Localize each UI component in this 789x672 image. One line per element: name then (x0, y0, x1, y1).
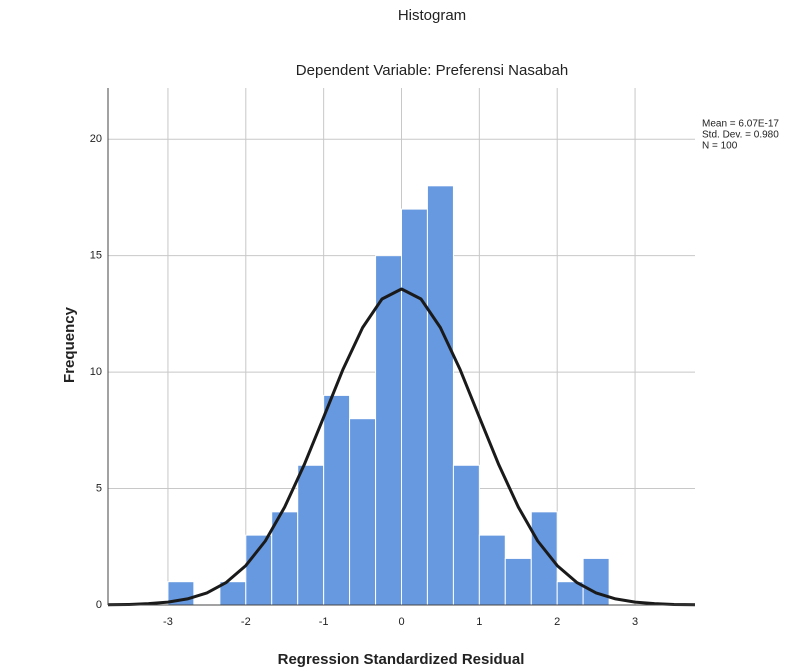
bar (246, 535, 272, 605)
bar (453, 465, 479, 605)
x-tick-label: 1 (476, 616, 482, 628)
bar (479, 535, 505, 605)
bar (402, 209, 428, 605)
x-tick-label: -1 (319, 616, 329, 628)
bar (350, 419, 376, 605)
chart-title: Histogram (398, 7, 466, 24)
y-tick-label: 20 (90, 133, 102, 145)
y-axis-label: Frequency (61, 306, 78, 383)
x-tick-label: 3 (632, 616, 638, 628)
chart: Histogram Dependent Variable: Preferensi… (0, 0, 789, 672)
y-tick-label: 0 (96, 599, 102, 611)
x-axis-label: Regression Standardized Residual (278, 651, 525, 668)
y-tick-label: 10 (90, 366, 102, 378)
bar (583, 558, 609, 605)
x-tick-label: -3 (163, 616, 173, 628)
bar (298, 465, 324, 605)
bars (168, 186, 609, 605)
stat-text: N = 100 (702, 141, 738, 152)
chart-subtitle: Dependent Variable: Preferensi Nasabah (296, 62, 568, 79)
stat-text: Std. Dev. = 0.980 (702, 130, 779, 141)
bar (505, 558, 531, 605)
y-tick-label: 15 (90, 250, 102, 262)
bar (427, 186, 453, 605)
bar (324, 395, 350, 605)
x-tick-label: -2 (241, 616, 251, 628)
bar (376, 256, 402, 605)
y-tick-label: 5 (96, 482, 102, 494)
x-tick-label: 0 (398, 616, 404, 628)
stat-text: Mean = 6.07E-17 (702, 119, 779, 130)
x-tick-label: 2 (554, 616, 560, 628)
